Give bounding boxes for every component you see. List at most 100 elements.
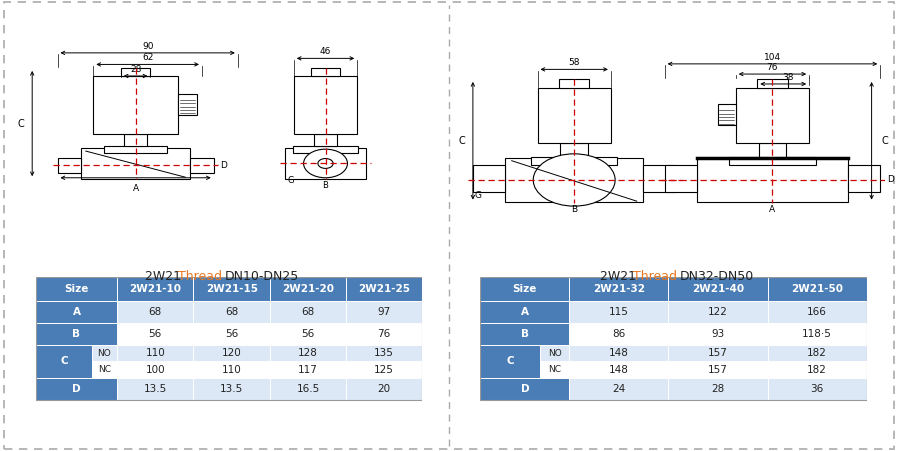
Bar bbox=[768, 301, 867, 323]
Bar bbox=[313, 134, 338, 146]
Bar bbox=[347, 361, 422, 378]
Text: B: B bbox=[322, 181, 329, 190]
Text: 148: 148 bbox=[609, 364, 629, 374]
Bar bbox=[193, 301, 270, 323]
Text: G: G bbox=[287, 176, 294, 185]
Bar bbox=[92, 345, 117, 361]
Text: 110: 110 bbox=[222, 364, 242, 374]
Text: C: C bbox=[881, 136, 888, 146]
Bar bbox=[117, 361, 193, 378]
Bar bbox=[36, 277, 422, 400]
Text: 90: 90 bbox=[142, 41, 154, 51]
Text: 182: 182 bbox=[807, 348, 827, 358]
Text: 13.5: 13.5 bbox=[144, 384, 167, 394]
Text: A: A bbox=[133, 184, 138, 193]
Bar bbox=[768, 378, 867, 400]
Bar bbox=[178, 94, 197, 115]
Bar bbox=[848, 165, 880, 192]
Text: C: C bbox=[506, 356, 515, 366]
Bar bbox=[560, 143, 588, 156]
Bar bbox=[270, 301, 347, 323]
Bar bbox=[473, 165, 506, 192]
Bar bbox=[668, 361, 768, 378]
Bar bbox=[193, 378, 270, 400]
Bar bbox=[117, 378, 193, 400]
Text: Thread: Thread bbox=[178, 270, 222, 282]
Bar bbox=[347, 323, 422, 345]
Text: 76: 76 bbox=[377, 329, 391, 339]
Bar bbox=[506, 158, 643, 202]
Text: D: D bbox=[521, 384, 529, 394]
Bar bbox=[121, 68, 150, 76]
Text: 2W21-40: 2W21-40 bbox=[692, 285, 744, 295]
Text: NC: NC bbox=[549, 365, 561, 374]
Bar bbox=[57, 158, 81, 173]
Bar bbox=[117, 277, 193, 301]
Bar bbox=[768, 345, 867, 361]
Circle shape bbox=[533, 154, 615, 206]
Text: 36: 36 bbox=[811, 384, 823, 394]
Bar bbox=[735, 88, 809, 143]
Bar bbox=[480, 323, 569, 345]
Text: 28: 28 bbox=[130, 65, 141, 74]
Bar bbox=[270, 345, 347, 361]
Text: 2W21-50: 2W21-50 bbox=[791, 285, 843, 295]
Bar bbox=[270, 323, 347, 345]
Bar bbox=[531, 156, 617, 166]
Text: 117: 117 bbox=[298, 364, 318, 374]
Bar bbox=[347, 277, 422, 301]
Text: 2W21-10: 2W21-10 bbox=[129, 285, 181, 295]
Bar bbox=[193, 345, 270, 361]
Text: D: D bbox=[72, 384, 81, 394]
Text: 157: 157 bbox=[709, 364, 728, 374]
Bar bbox=[541, 345, 569, 361]
Text: 115: 115 bbox=[609, 308, 629, 318]
Bar bbox=[668, 301, 768, 323]
Text: 122: 122 bbox=[709, 308, 728, 318]
Text: 135: 135 bbox=[374, 348, 394, 358]
Text: 68: 68 bbox=[302, 308, 315, 318]
Text: 2W21-25: 2W21-25 bbox=[358, 285, 410, 295]
Bar bbox=[665, 165, 697, 192]
Bar bbox=[36, 301, 117, 323]
Text: 62: 62 bbox=[142, 53, 154, 62]
Bar bbox=[286, 148, 365, 179]
FancyBboxPatch shape bbox=[4, 2, 894, 449]
Text: 128: 128 bbox=[298, 348, 318, 358]
Bar bbox=[311, 68, 340, 76]
Text: 68: 68 bbox=[148, 308, 162, 318]
Text: G: G bbox=[474, 191, 481, 200]
Bar bbox=[569, 378, 668, 400]
Text: C: C bbox=[60, 356, 67, 366]
Text: DN32-DN50: DN32-DN50 bbox=[680, 270, 754, 282]
Bar bbox=[124, 134, 147, 146]
Bar bbox=[293, 146, 358, 153]
Text: 76: 76 bbox=[767, 63, 779, 72]
Text: 2W21-15: 2W21-15 bbox=[206, 285, 258, 295]
Bar bbox=[541, 361, 569, 378]
Text: 46: 46 bbox=[320, 47, 331, 56]
Bar bbox=[538, 88, 611, 143]
Text: 13.5: 13.5 bbox=[220, 384, 243, 394]
Bar bbox=[668, 378, 768, 400]
Bar bbox=[759, 143, 787, 156]
Bar bbox=[347, 345, 422, 361]
Bar bbox=[668, 323, 768, 345]
Bar bbox=[768, 277, 867, 301]
Bar bbox=[93, 76, 178, 134]
Text: 110: 110 bbox=[145, 348, 165, 358]
Bar bbox=[768, 361, 867, 378]
Text: 20: 20 bbox=[378, 384, 391, 394]
Bar bbox=[480, 277, 867, 400]
Text: DN10-DN25: DN10-DN25 bbox=[225, 270, 299, 282]
Text: 16.5: 16.5 bbox=[296, 384, 320, 394]
Bar bbox=[768, 323, 867, 345]
Circle shape bbox=[304, 149, 348, 178]
Circle shape bbox=[318, 158, 333, 168]
Text: 68: 68 bbox=[225, 308, 238, 318]
Text: 93: 93 bbox=[711, 329, 725, 339]
Text: 38: 38 bbox=[782, 73, 793, 82]
Bar bbox=[569, 345, 668, 361]
Text: 120: 120 bbox=[222, 348, 242, 358]
Bar bbox=[569, 361, 668, 378]
